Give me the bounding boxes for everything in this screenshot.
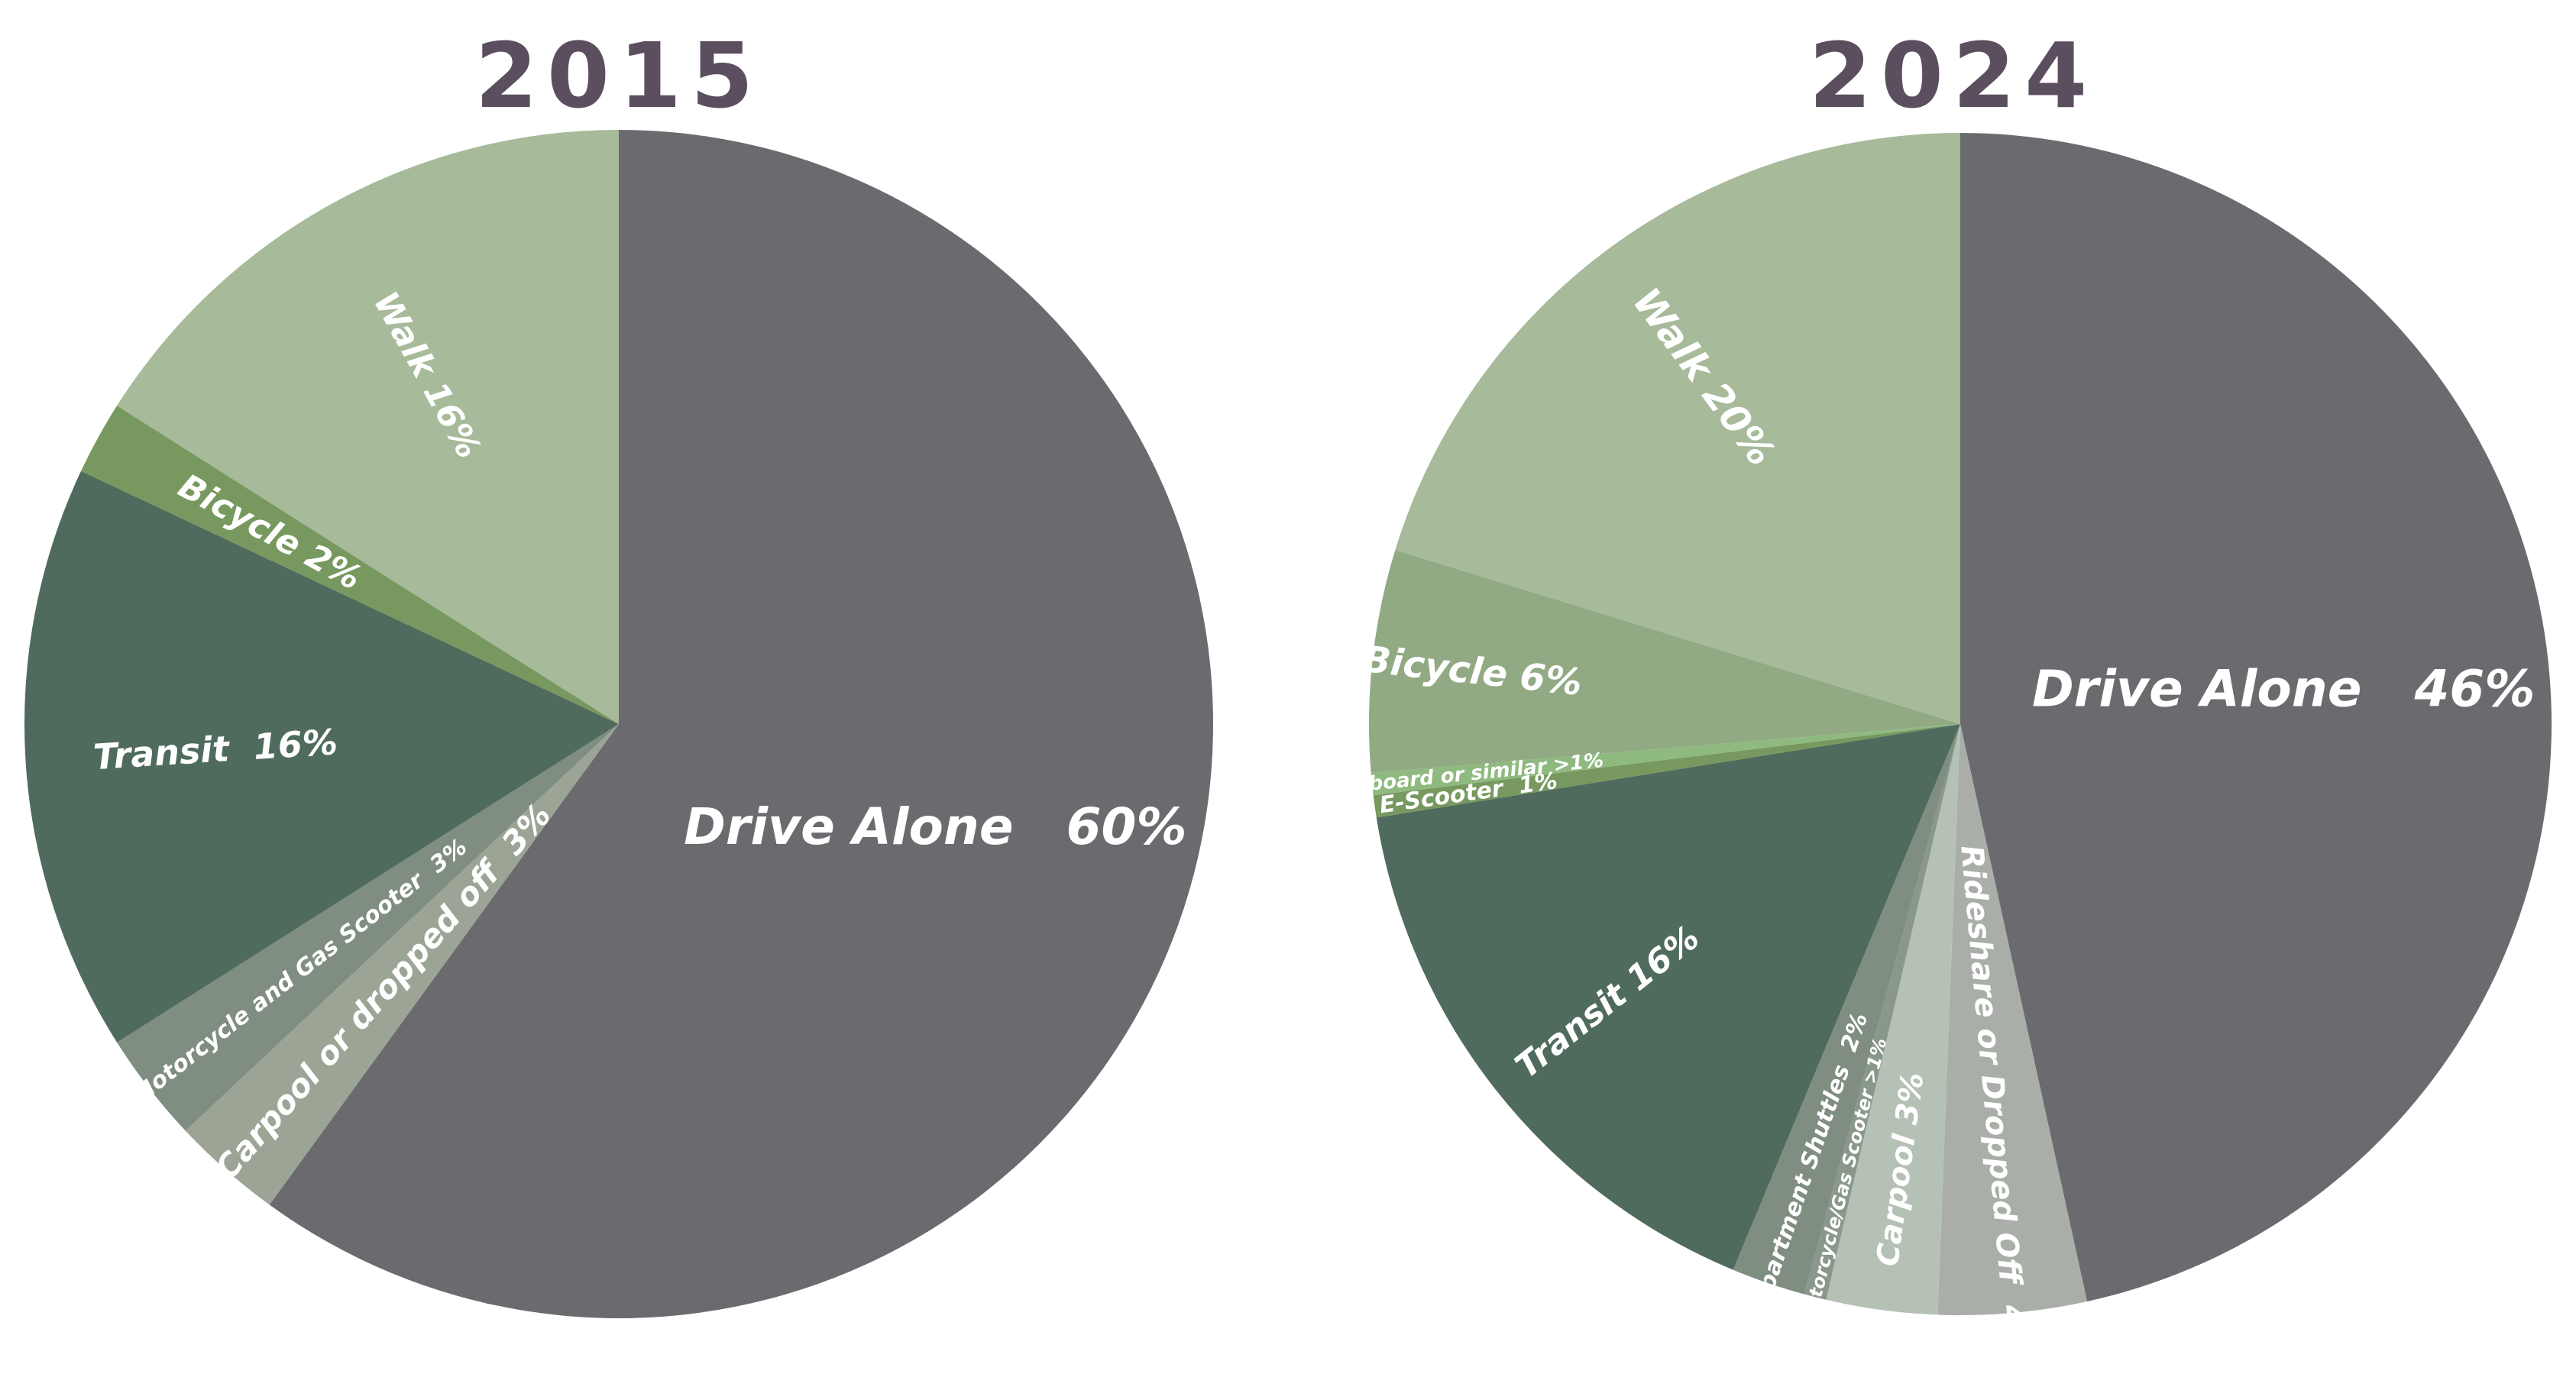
slice-label-2015-0: Drive Alone 60% xyxy=(684,797,1186,856)
pie-slice-2015-4 xyxy=(81,406,619,724)
pie-slice-2024-8 xyxy=(1368,550,1960,773)
pie-slice-2015-5 xyxy=(117,129,620,724)
pie-slice-2015-1 xyxy=(185,724,619,1205)
pie-slice-2024-1 xyxy=(1937,724,2088,1315)
pie-slice-2024-5 xyxy=(1376,724,1960,1270)
pie-slice-2015-2 xyxy=(117,724,620,1131)
pie-slice-2024-0 xyxy=(1960,133,2552,1301)
pie-slice-2024-7 xyxy=(1371,724,1960,796)
pie-slice-2024-4 xyxy=(1733,724,1960,1295)
slice-label-2024-0: Drive Alone 46% xyxy=(2032,660,2535,719)
chart-title-2015: 2015 xyxy=(474,23,763,128)
pie-slice-2015-3 xyxy=(24,470,619,1043)
pie-slice-2024-2 xyxy=(1826,724,1960,1315)
chart-title-2024: 2024 xyxy=(1808,23,2097,128)
pie-slice-2024-9 xyxy=(1395,133,1960,724)
pie-slice-2024-6 xyxy=(1373,724,1960,818)
pie-slice-2024-3 xyxy=(1804,724,1960,1300)
pie-slice-2015-0 xyxy=(269,130,1214,1318)
